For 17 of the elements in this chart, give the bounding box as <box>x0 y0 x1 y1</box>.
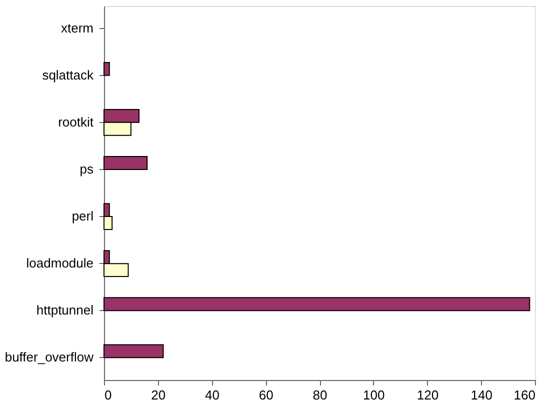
x-tick-label: 160 <box>514 388 536 402</box>
x-tick-label: 80 <box>312 388 328 402</box>
y-tick-label: xterm <box>61 20 94 36</box>
y-tick-label: httptunnel <box>36 302 94 318</box>
y-tick-label: sqlattack <box>42 67 94 82</box>
x-tick-label: 60 <box>258 388 274 402</box>
y-tick-label: ps <box>80 161 94 176</box>
x-tick-label: 20 <box>151 388 166 402</box>
y-tick-label: perl <box>72 208 94 224</box>
y-tick-label: buffer_overflow <box>4 350 94 365</box>
y-tick-label: loadmodule <box>26 256 94 271</box>
x-tick-label: 100 <box>363 388 385 402</box>
x-tick-label: 140 <box>470 388 492 402</box>
x-tick-label: 120 <box>416 388 439 402</box>
y-tick-label: rootkit <box>58 114 94 130</box>
x-tick-label: 0 <box>104 388 112 402</box>
x-tick-label: 40 <box>205 388 220 402</box>
